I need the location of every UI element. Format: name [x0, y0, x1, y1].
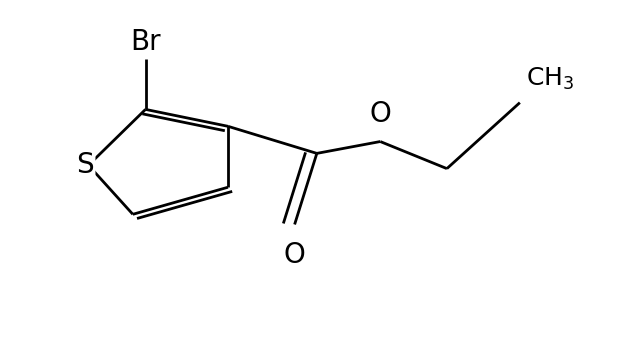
- Text: Br: Br: [130, 28, 161, 56]
- Text: O: O: [369, 100, 391, 128]
- Text: O: O: [284, 241, 305, 269]
- Text: CH$_3$: CH$_3$: [526, 66, 575, 93]
- Text: S: S: [76, 151, 94, 179]
